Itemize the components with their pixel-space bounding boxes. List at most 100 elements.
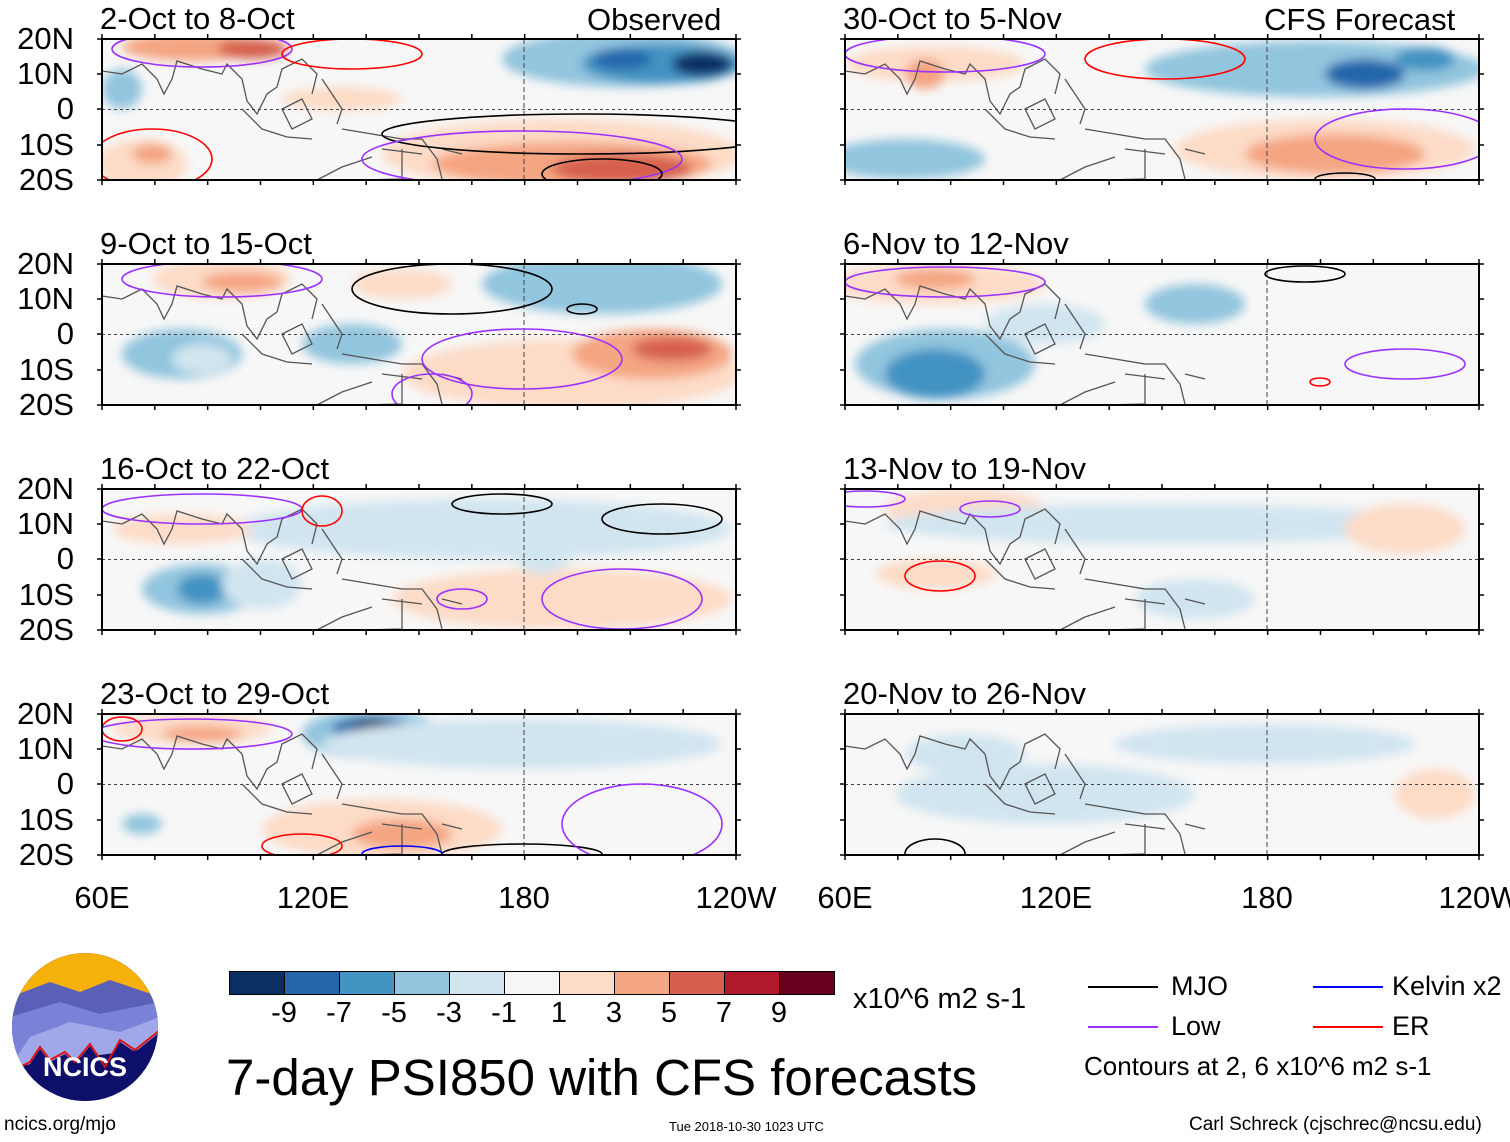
contour-line [281,39,423,70]
colorbar [229,971,835,995]
anomaly-shading [1395,47,1455,71]
contour-line [111,39,293,68]
anomaly-shading [672,52,732,76]
panel-title: 16-Oct to 22-Oct [100,451,330,486]
lat-label: 10N [17,281,74,316]
lon-label: 180 [498,880,550,915]
er-line-icon [1313,1026,1383,1028]
map-panel-forecast-2 [840,259,1484,410]
contour-line [601,503,723,535]
colorbar-label: 1 [550,997,568,1029]
lat-label: 20N [17,696,74,731]
lat-label: 10N [17,731,74,766]
lat-label: 20N [17,21,74,56]
anomaly-shading [875,559,995,589]
anomaly-shading [1115,724,1415,764]
logo-text: NCICS [43,1052,127,1082]
map-panel-forecast-1 [840,34,1484,185]
contour-line [361,130,683,180]
anomaly-shading [322,719,722,769]
anomaly-shading [632,337,712,361]
lon-label: 60E [74,880,130,915]
anomaly-shading [1325,59,1405,89]
contour-line [121,264,323,298]
legend-low: Low [1171,1011,1221,1041]
observed-header: Observed [587,2,722,37]
colorbar-swatch [670,972,725,994]
lon-label: 120E [1019,880,1093,915]
colorbar-swatch [340,972,395,994]
anomaly-shading [132,144,172,164]
colorbar-label: -3 [436,997,462,1029]
contour-line [959,500,1021,518]
mjo-line-icon [1088,986,1158,988]
map-panel-forecast-3 [840,484,1484,635]
legend-er: ER [1392,1011,1430,1041]
ncics-logo: NCICS [12,953,158,1101]
map-panel-observed-3 [97,484,741,635]
forecast-header: CFS Forecast [1264,2,1456,37]
anomaly-shading [122,814,162,834]
footer-url[interactable]: ncics.org/mjo [4,1114,116,1135]
colorbar-swatch [505,972,560,994]
contour-line [845,266,1046,298]
footer-timestamp: Tue 2018-10-30 1023 UTC [669,1119,824,1134]
contour-line [904,560,976,592]
panel-title: 6-Nov to 12-Nov [843,226,1069,261]
anomaly-shading [895,764,1195,824]
lon-label: 120W [695,880,777,915]
legend-kelvin: Kelvin x2 [1392,971,1502,1001]
lat-label: 20S [18,612,74,647]
colorbar-swatch [450,972,505,994]
anomaly-shading [845,139,985,179]
anomaly-shading [592,49,652,69]
colorbar-label: 7 [715,997,733,1029]
anomaly-shading [282,87,402,111]
colorbar-swatch [230,972,285,994]
panel-title: 13-Nov to 19-Nov [843,451,1086,486]
lat-label: 20N [17,471,74,506]
contour-line [845,490,906,508]
contour-line [1314,108,1479,170]
anomaly-shading [172,344,232,374]
contour-line [1264,265,1346,283]
lon-label: 120E [276,880,350,915]
map-panel-observed-4 [97,709,741,860]
anomaly-shading [885,504,1445,544]
anomaly-shading [512,524,572,574]
lon-label: 120W [1438,880,1510,915]
anomaly-shading [1245,134,1425,174]
anomaly-shading [217,39,287,59]
lat-label: 10N [17,56,74,91]
contour-line [1344,348,1466,380]
contour-line [421,328,623,390]
anomaly-shading [392,569,732,629]
contour-line [301,495,343,527]
panel-title: 23-Oct to 29-Oct [100,676,330,711]
colorbar-label: 9 [770,997,788,1029]
low-line-icon [1088,1026,1158,1028]
anomaly-shading [895,269,975,289]
legend-mjo: MJO [1171,971,1228,1001]
contour-line [541,158,663,180]
contour-line [351,264,553,315]
contour-line [561,783,723,855]
colorbar-swatch [395,972,450,994]
contour-line [451,493,553,515]
anomaly-shading [1395,769,1475,819]
colorbar-label: 3 [605,997,623,1029]
anomaly-shading [1145,284,1245,324]
colorbar-label: -1 [491,997,517,1029]
anomaly-shading [1345,504,1465,554]
lat-label: 10S [18,352,74,387]
contour-line [261,833,343,855]
lat-label: 20N [17,246,74,281]
map-panel-observed-2 [97,259,741,410]
lat-label: 0 [56,541,74,576]
contour-line [381,113,736,155]
colorbar-label: -9 [271,997,297,1029]
panel-title: 9-Oct to 15-Oct [100,226,312,261]
contour-line [436,588,488,610]
contour-line [102,716,143,742]
